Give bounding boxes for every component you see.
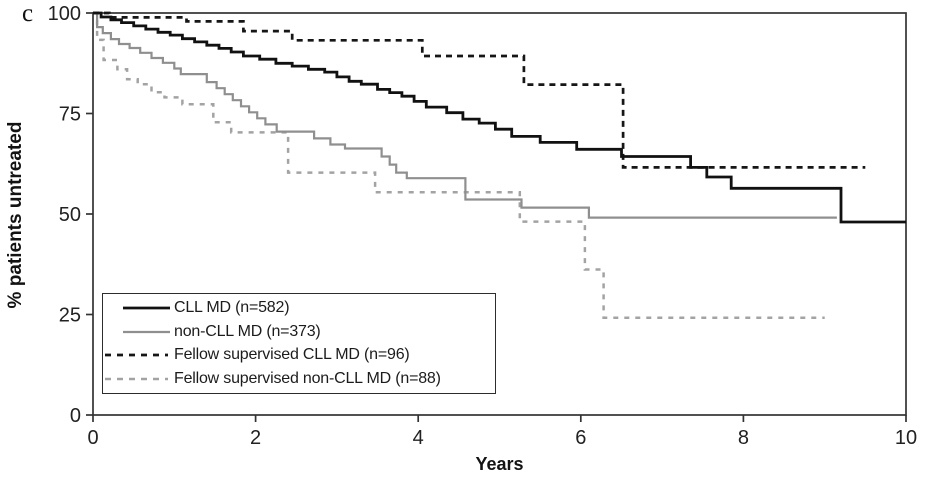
x-tick-label: 0 — [87, 427, 98, 449]
y-tick-label: 50 — [59, 204, 81, 226]
legend-item-cll-md: CLL MD (n=582) — [103, 297, 495, 320]
x-tick-label: 2 — [250, 427, 261, 449]
legend: CLL MD (n=582) non-CLL MD (n=373) Fellow… — [102, 293, 496, 394]
legend-label: Fellow supervised non-CLL MD (n=88) — [174, 369, 441, 387]
x-tick-label: 8 — [738, 427, 749, 449]
y-tick-label: 0 — [70, 405, 81, 427]
legend-item-fellow-non-cll-md: Fellow supervised non-CLL MD (n=88) — [103, 367, 495, 390]
legend-label: CLL MD (n=582) — [174, 299, 290, 317]
series-line-fellow-supervised-non-cll-md — [93, 11, 825, 319]
x-tick-label: 6 — [575, 427, 586, 449]
legend-label: non-CLL MD (n=373) — [174, 322, 321, 340]
legend-label: Fellow supervised CLL MD (n=96) — [174, 346, 410, 364]
y-tick-label: 75 — [59, 104, 81, 126]
panel-letter: c — [22, 0, 34, 27]
series-line-non-cll-md — [93, 11, 837, 219]
legend-item-non-cll-md: non-CLL MD (n=373) — [103, 320, 495, 343]
y-tick-label: 100 — [48, 3, 81, 25]
legend-item-fellow-cll-md: Fellow supervised CLL MD (n=96) — [103, 344, 495, 367]
x-axis-title: Years — [475, 454, 524, 474]
legend-swatch-dashed-black — [105, 353, 168, 357]
x-tick-label: 10 — [895, 427, 917, 449]
x-tick-label: 4 — [413, 427, 424, 449]
legend-swatch-solid-black — [123, 306, 170, 310]
series-line-fellow-supervised-cll-md — [93, 11, 866, 169]
legend-swatch-dashed-gray — [105, 377, 168, 381]
series-line-cll-md — [93, 11, 906, 224]
legend-swatch-solid-gray — [123, 330, 170, 333]
y-tick-label: 25 — [59, 305, 81, 327]
